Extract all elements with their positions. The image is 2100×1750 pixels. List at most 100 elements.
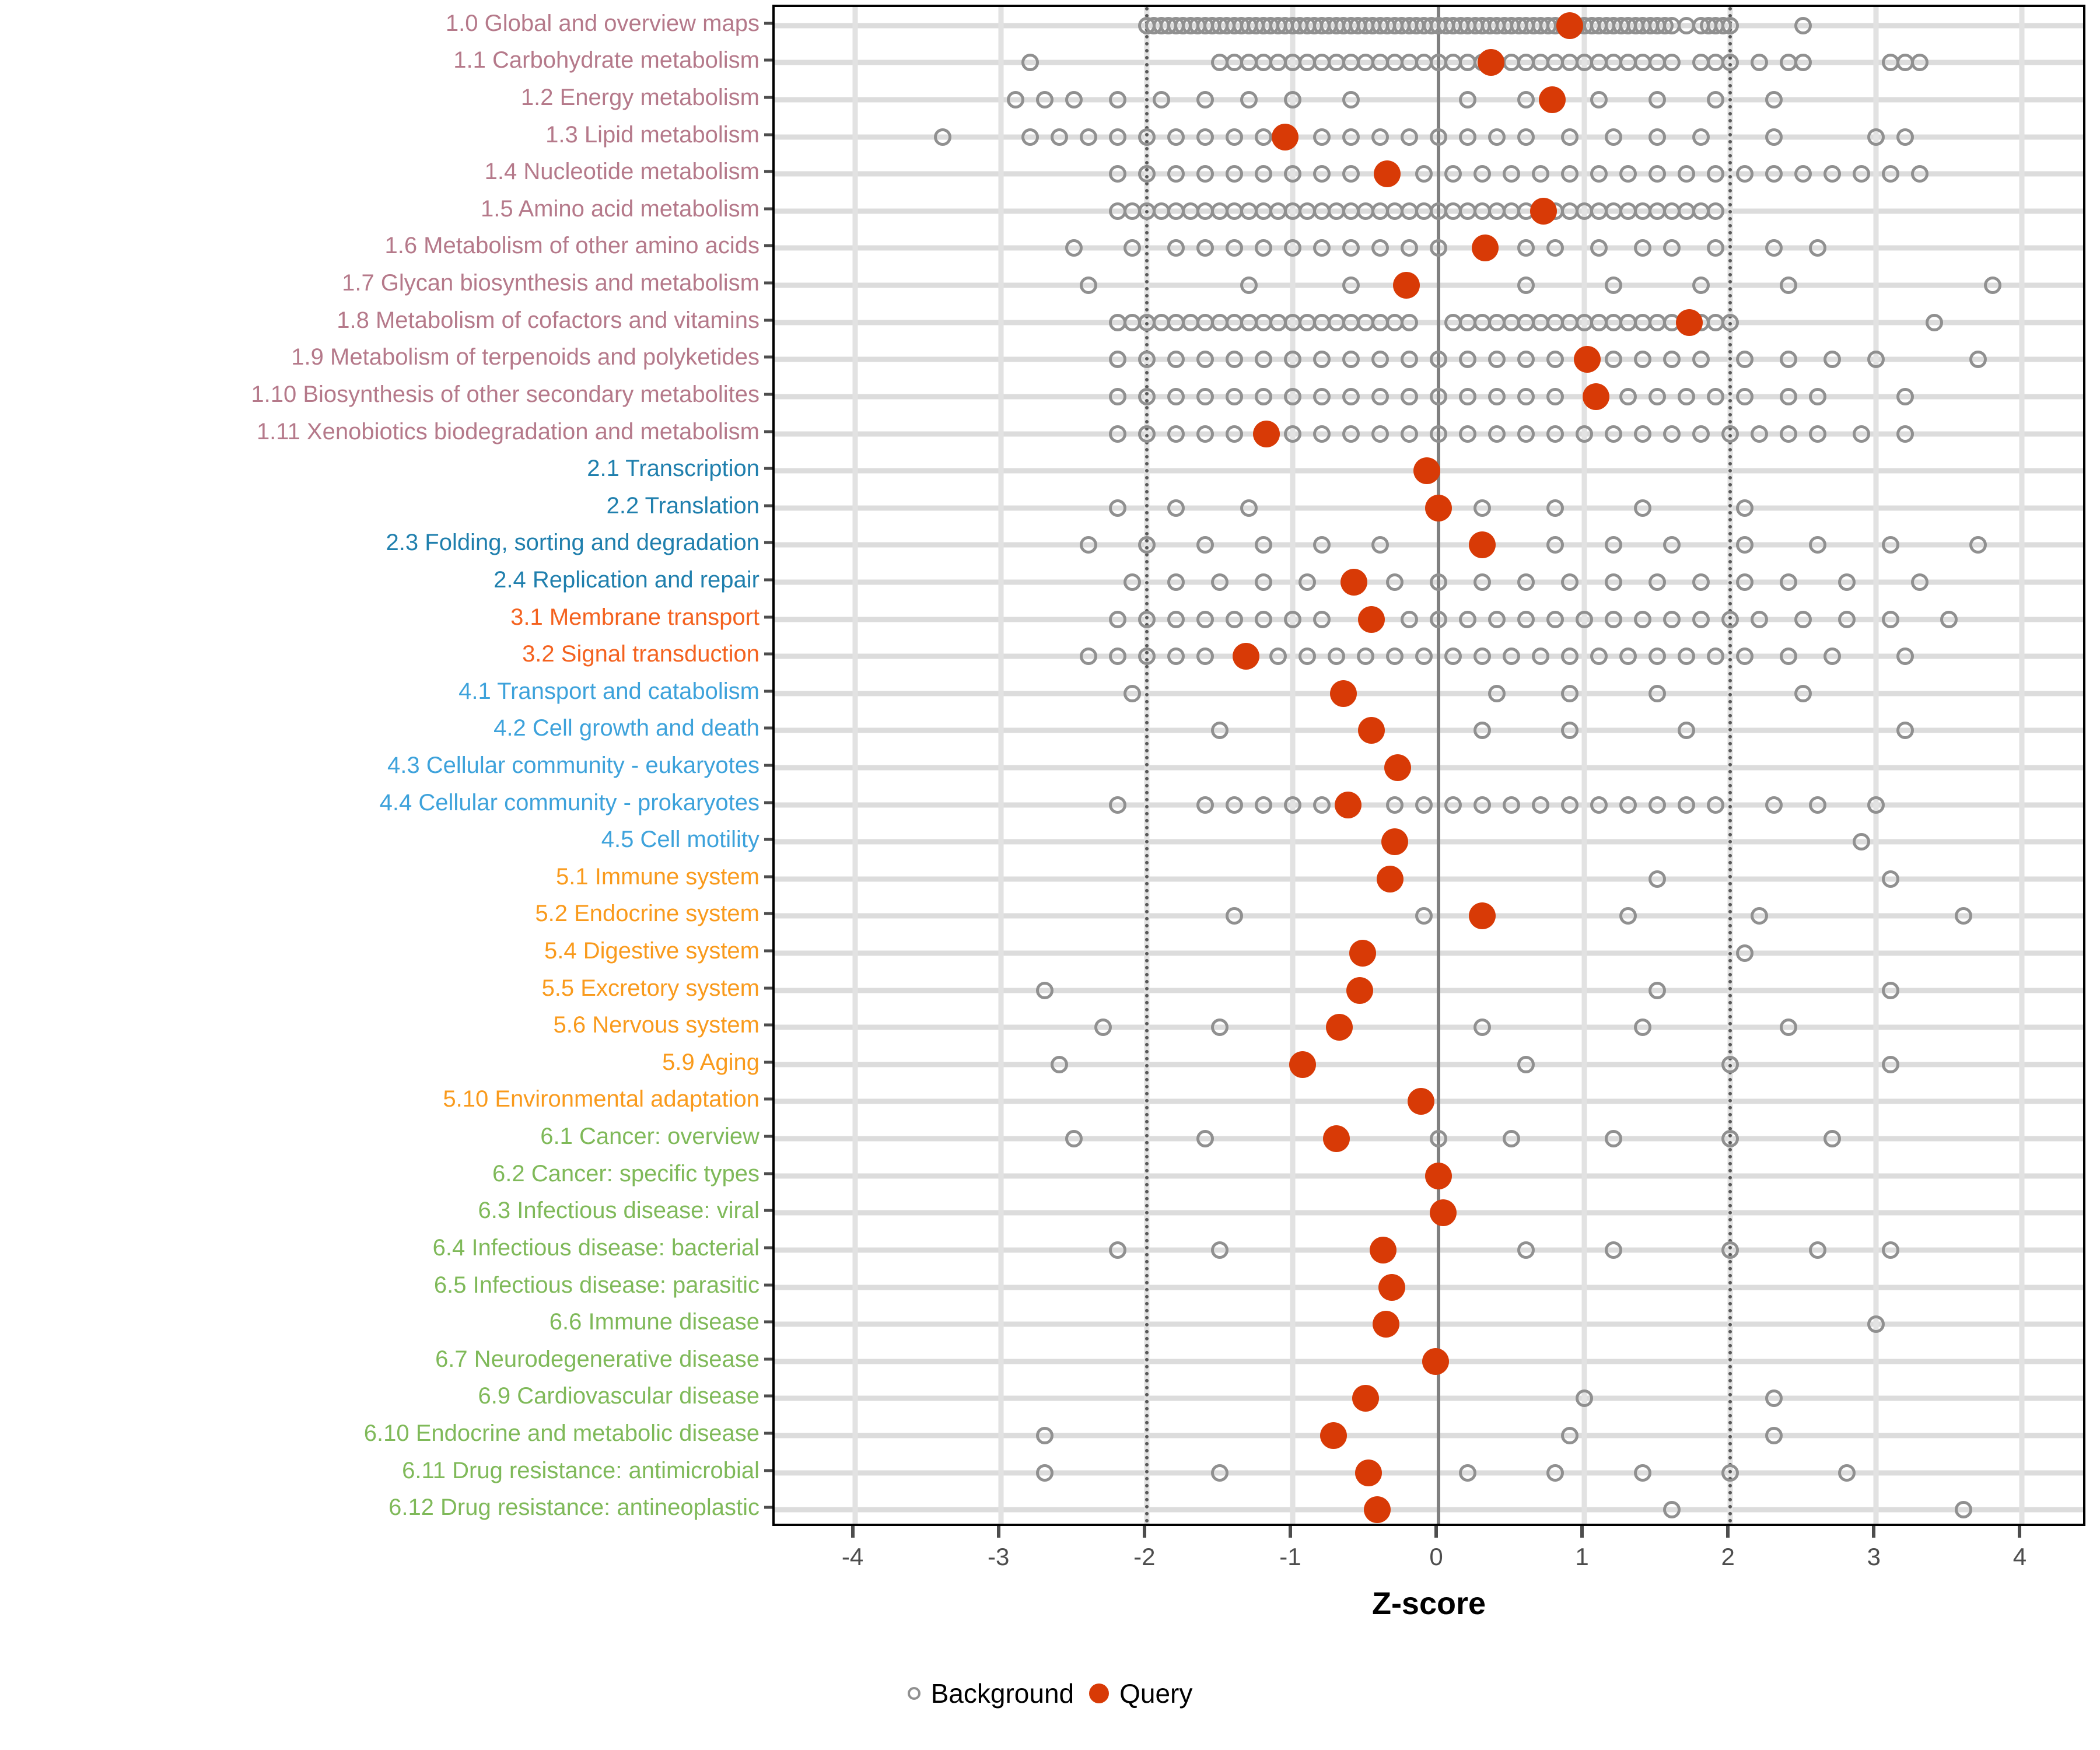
background-point	[1474, 573, 1492, 591]
background-point	[1736, 351, 1754, 369]
y-axis-category-label: 5.1 Immune system	[555, 863, 760, 890]
y-axis-tick	[764, 801, 772, 804]
background-point	[1108, 165, 1126, 183]
x-axis-tick	[850, 1526, 855, 1538]
background-point	[1707, 91, 1725, 109]
background-point	[1254, 128, 1272, 146]
background-point	[1342, 387, 1360, 405]
background-point	[1225, 165, 1243, 183]
background-point	[1035, 91, 1054, 109]
x-gridline	[998, 7, 1004, 1524]
y-axis-tick	[764, 1060, 772, 1064]
x-gridline	[1873, 7, 1879, 1524]
query-point	[1372, 1311, 1399, 1338]
background-point	[1400, 313, 1418, 331]
reference-line-dotted	[1144, 7, 1149, 1524]
background-point	[1896, 648, 1915, 666]
y-axis-tick	[764, 1469, 772, 1472]
background-point	[1283, 165, 1301, 183]
background-point	[1517, 1241, 1535, 1259]
background-point	[1400, 128, 1418, 146]
background-point	[1225, 239, 1243, 257]
query-point	[1349, 940, 1376, 967]
y-axis-category-label: 2.1 Transcription	[587, 456, 760, 482]
background-point	[1444, 796, 1462, 814]
row-gridline	[775, 394, 2083, 400]
query-point	[1334, 791, 1362, 818]
background-point	[1400, 387, 1418, 405]
background-point	[1634, 499, 1652, 517]
background-point	[1006, 91, 1024, 109]
reference-line-zero	[1437, 7, 1440, 1524]
background-point	[1371, 536, 1389, 554]
y-axis-tick	[764, 1172, 772, 1175]
x-axis-tick	[1288, 1526, 1292, 1538]
background-point	[1853, 165, 1871, 183]
background-point	[1619, 165, 1637, 183]
plot-area	[775, 7, 2083, 1524]
y-axis-tick	[764, 1394, 772, 1398]
background-point	[1794, 165, 1812, 183]
background-point	[1955, 1501, 1973, 1519]
background-point	[1546, 351, 1564, 369]
background-point	[1809, 425, 1827, 443]
background-point	[1312, 165, 1331, 183]
y-axis-category-label: 1.4 Nucleotide metabolism	[484, 159, 760, 185]
background-point	[1240, 499, 1258, 517]
background-point	[1648, 128, 1667, 146]
row-gridline	[775, 617, 2083, 622]
background-point	[1430, 239, 1447, 257]
background-point	[1254, 351, 1272, 369]
x-axis-tick	[996, 1526, 1000, 1538]
background-point	[1196, 91, 1214, 109]
background-point	[1940, 610, 1958, 628]
background-point	[1415, 907, 1433, 925]
row-gridline	[775, 1210, 2083, 1216]
query-point	[1357, 717, 1385, 744]
background-point	[1532, 796, 1550, 814]
background-point	[1751, 54, 1769, 72]
y-axis-category-label: 5.4 Digestive system	[544, 938, 760, 964]
query-point	[1320, 1422, 1347, 1449]
background-point	[1138, 387, 1156, 405]
background-point	[1459, 1464, 1477, 1482]
background-point	[1254, 165, 1272, 183]
background-point	[1254, 796, 1272, 814]
y-axis-category-label: 6.4 Infectious disease: bacterial	[432, 1234, 760, 1261]
background-point	[1590, 91, 1608, 109]
background-point	[1415, 796, 1433, 814]
background-point	[1065, 1130, 1083, 1148]
background-point	[1138, 610, 1156, 628]
background-point	[1459, 91, 1477, 109]
background-point	[1503, 648, 1521, 666]
background-point	[1765, 91, 1783, 109]
y-axis-category-label: 1.6 Metabolism of other amino acids	[384, 233, 760, 259]
background-point	[1809, 239, 1827, 257]
background-point	[1342, 165, 1360, 183]
background-point	[1561, 796, 1579, 814]
y-axis-tick	[764, 726, 772, 730]
x-gridline	[1581, 7, 1587, 1524]
background-point	[1561, 1426, 1579, 1444]
background-point	[1400, 610, 1418, 628]
row-gridline	[775, 1321, 2083, 1327]
background-point	[1430, 610, 1447, 628]
query-point	[1530, 197, 1558, 225]
background-point	[1342, 128, 1360, 146]
background-point	[1736, 648, 1754, 666]
background-point	[1196, 351, 1214, 369]
query-point	[1381, 828, 1408, 856]
y-axis-category-label: 5.10 Environmental adaptation	[443, 1086, 760, 1112]
background-point	[1430, 1130, 1447, 1148]
background-point	[1385, 796, 1404, 814]
background-point	[1167, 351, 1185, 369]
background-point	[1780, 573, 1798, 591]
background-point	[1283, 239, 1301, 257]
background-point	[1648, 796, 1667, 814]
background-point	[1108, 499, 1126, 517]
background-point	[1108, 387, 1126, 405]
background-point	[1576, 610, 1594, 628]
background-point	[1896, 128, 1915, 146]
background-point	[1312, 796, 1331, 814]
background-point	[1474, 722, 1492, 740]
